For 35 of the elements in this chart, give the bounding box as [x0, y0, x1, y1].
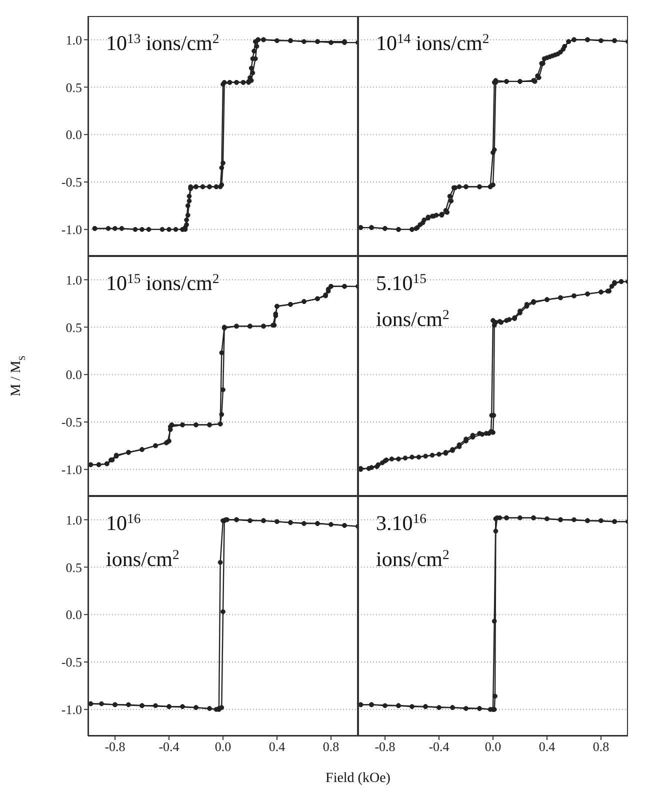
y-tick-label: 1.0	[66, 272, 82, 288]
x-tick-label: 0.8	[592, 739, 610, 754]
annotation: 3.10$^{16}$	[376, 510, 427, 535]
x-tick-label: -0.4	[158, 739, 180, 754]
y-tick-label: -1.0	[61, 462, 82, 478]
x-tick-label: 0.4	[268, 739, 286, 754]
y-tick-label: -0.5	[61, 654, 82, 670]
y-tick-label: -1.0	[61, 702, 82, 718]
x-tick-label: -0.8	[374, 739, 396, 754]
x-tick-label: 0.4	[538, 739, 556, 754]
y-tick-label: 1.0	[66, 32, 82, 48]
y-tick-label: -0.5	[61, 174, 82, 190]
y-tick-label: 0.5	[66, 80, 82, 95]
y-tick-label: 0.5	[66, 320, 82, 335]
y-tick-label: 0.5	[66, 560, 82, 575]
annotation: ions/cm$^{2}$	[106, 546, 180, 571]
x-tick-label: -0.4	[428, 739, 450, 754]
annotation: 10$^{13}$ ions/cm$^{2}$	[106, 30, 220, 55]
x-tick-label: 0.0	[214, 739, 232, 754]
annotation: ions/cm$^{2}$	[376, 546, 450, 571]
annotation: 10$^{14}$ ions/cm$^{2}$	[376, 30, 490, 55]
x-axis-title: Field (kOe)	[326, 771, 391, 786]
y-tick-label: 0.0	[66, 607, 82, 622]
annotation: 10$^{16}$	[106, 510, 141, 535]
y-tick-label: 1.0	[66, 512, 82, 528]
x-tick-label: 0.8	[322, 739, 340, 754]
annotation: 10$^{15}$ ions/cm$^{2}$	[106, 270, 220, 295]
annotation: 5.10$^{15}$	[376, 270, 427, 295]
y-tick-label: 0.0	[66, 367, 82, 382]
y-tick-label: -1.0	[61, 222, 82, 238]
annotation: ions/cm$^{2}$	[376, 306, 450, 331]
y-tick-label: -0.5	[61, 414, 82, 430]
x-tick-label: -0.8	[104, 739, 126, 754]
x-tick-label: 0.0	[484, 739, 502, 754]
y-tick-label: 0.0	[66, 127, 82, 142]
